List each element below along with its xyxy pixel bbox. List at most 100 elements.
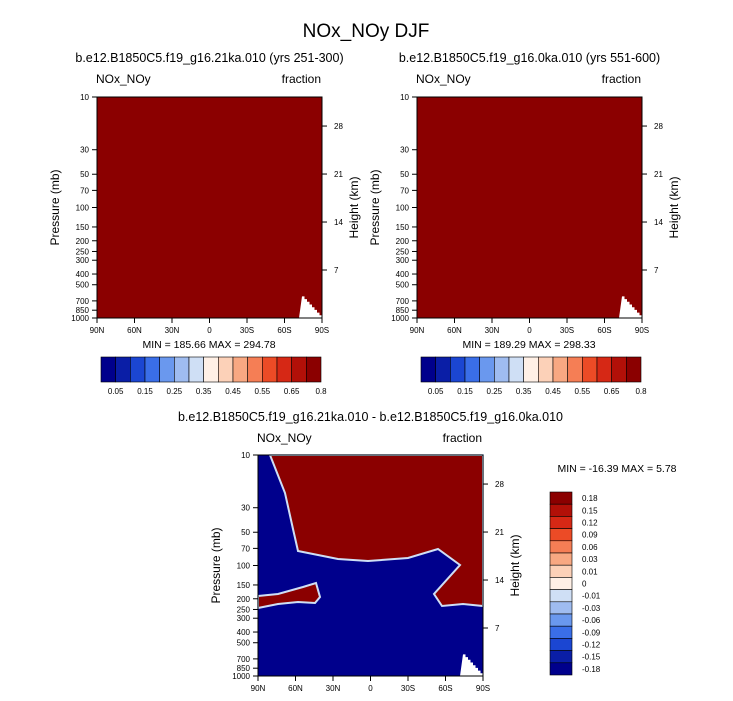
min-max-stats: MIN = 185.66 MAX = 294.78	[142, 339, 275, 351]
colorbar-box	[549, 564, 573, 578]
colorbar-box	[523, 356, 539, 383]
colorbar-box	[115, 356, 131, 383]
y-tick-label: 200	[396, 237, 410, 246]
y-tick-label: 250	[396, 247, 410, 256]
y-tick-label: 250	[76, 247, 90, 256]
colorbar-label: 0.18	[582, 494, 598, 503]
right-tick-label: 21	[334, 170, 343, 179]
colorbar-box	[549, 601, 573, 615]
right-tick-label: 7	[334, 266, 339, 275]
colorbar-box	[626, 356, 642, 383]
colorbar-box	[159, 356, 175, 383]
variable-label: NOx_NOy	[416, 72, 471, 86]
y-tick-label: 700	[396, 297, 410, 306]
x-tick-label: 60S	[597, 326, 611, 335]
y-tick-label: 700	[237, 655, 251, 664]
right-tick-label: 7	[495, 624, 500, 633]
colorbar-box	[549, 491, 573, 505]
x-tick-label: 90N	[251, 684, 266, 693]
x-tick-label: 90S	[476, 684, 490, 693]
panel-3: b.e12.B1850C5.f19_g16.21ka.010 - b.e12.B…	[178, 410, 677, 693]
colorbar-box	[420, 356, 436, 383]
y-tick-label: 700	[76, 297, 90, 306]
x-tick-label: 60N	[288, 684, 303, 693]
right-tick-label: 21	[654, 170, 663, 179]
colorbar-label: 0.45	[545, 387, 561, 396]
x-tick-label: 30N	[485, 326, 500, 335]
colorbar-box	[232, 356, 248, 383]
x-tick-label: 90N	[410, 326, 425, 335]
field-fill	[97, 97, 322, 318]
colorbar-box	[549, 540, 573, 554]
y-axis-label: Pressure (mb)	[368, 169, 382, 245]
colorbar-label: 0.09	[582, 531, 598, 540]
colorbar-label: 0.05	[428, 387, 444, 396]
y-tick-label: 30	[400, 146, 409, 155]
colorbar-label: 0	[582, 580, 587, 589]
terrain-mask	[619, 296, 645, 318]
colorbar-label: 0.55	[575, 387, 591, 396]
right-tick-label: 21	[495, 528, 504, 537]
colorbar-box	[464, 356, 480, 383]
y-tick-label: 400	[237, 628, 251, 637]
colorbar-label: -0.15	[582, 653, 601, 662]
colorbar-label: 0.8	[635, 387, 647, 396]
y-tick-label: 1000	[71, 314, 89, 323]
y-axis-label: Pressure (mb)	[48, 169, 62, 245]
y-tick-label: 10	[241, 451, 250, 460]
colorbar-box	[262, 356, 278, 383]
x-tick-label: 30N	[326, 684, 341, 693]
y-tick-label: 300	[76, 256, 90, 265]
x-tick-label: 60S	[438, 684, 452, 693]
right-tick-label: 28	[654, 122, 663, 131]
colorbar-label: -0.01	[582, 592, 601, 601]
x-tick-label: 0	[207, 326, 212, 335]
panel-title: b.e12.B1850C5.f19_g16.21ka.010 - b.e12.B…	[178, 410, 563, 424]
colorbar-label: -0.09	[582, 628, 601, 637]
x-tick-label: 60N	[447, 326, 462, 335]
colorbar-box	[479, 356, 495, 383]
colorbar-box	[549, 589, 573, 603]
right-axis-label: Height (km)	[508, 534, 522, 596]
terrain-mask	[299, 296, 325, 318]
colorbar-box	[549, 516, 573, 529]
colorbar-label: 0.15	[457, 387, 473, 396]
y-tick-label: 100	[396, 204, 410, 213]
x-tick-label: 30S	[240, 326, 254, 335]
y-tick-label: 1000	[391, 314, 409, 323]
colorbar-box	[549, 503, 573, 517]
colorbar-box	[552, 356, 568, 383]
y-tick-label: 150	[237, 581, 251, 590]
colorbar-box	[100, 356, 116, 383]
colorbar-label: 0.45	[225, 387, 241, 396]
y-tick-label: 70	[400, 186, 409, 195]
y-tick-label: 300	[237, 614, 251, 623]
figure-title: NOx_NOy DJF	[303, 21, 430, 42]
colorbar-box	[549, 662, 573, 676]
panel-1: b.e12.B1850C5.f19_g16.21ka.010 (yrs 251-…	[48, 51, 361, 396]
colorbar-box	[144, 356, 160, 383]
colorbar-label: 0.65	[284, 387, 300, 396]
x-tick-label: 0	[527, 326, 532, 335]
panel-2: b.e12.B1850C5.f19_g16.0ka.010 (yrs 551-6…	[368, 51, 681, 396]
y-tick-label: 10	[80, 93, 89, 102]
colorbar-box	[508, 356, 524, 383]
right-tick-label: 28	[334, 122, 343, 131]
y-tick-label: 150	[396, 223, 410, 232]
y-tick-label: 100	[76, 204, 90, 213]
y-tick-label: 50	[400, 170, 409, 179]
colorbar-box	[174, 356, 190, 383]
right-tick-label: 14	[334, 218, 343, 227]
colorbar-box	[203, 356, 219, 383]
y-tick-label: 30	[80, 146, 89, 155]
y-tick-label: 70	[80, 186, 89, 195]
positive-region-upper	[268, 454, 484, 608]
y-tick-label: 200	[76, 237, 90, 246]
y-tick-label: 70	[241, 544, 250, 553]
positive-region-tropopause	[257, 581, 322, 610]
x-tick-label: 90S	[635, 326, 649, 335]
x-tick-label: 0	[368, 684, 373, 693]
right-axis-label: Height (km)	[667, 176, 681, 238]
right-axis-label: Height (km)	[347, 176, 361, 238]
y-tick-label: 100	[237, 562, 251, 571]
